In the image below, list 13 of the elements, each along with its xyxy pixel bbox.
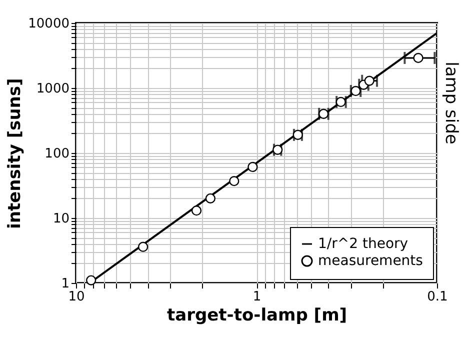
legend-label: measurements (318, 253, 423, 269)
x-tick-label: 1 (252, 290, 262, 304)
y-tick-label: 1 (61, 276, 70, 292)
legend-label: 1/r^2 theory (318, 236, 408, 252)
x-tick-label: 0.1 (427, 290, 448, 304)
y2-axis-title: lamp side (441, 62, 461, 144)
y-tick-label: 10000 (28, 16, 70, 32)
x-axis-title: target-to-lamp [m] (166, 306, 348, 326)
y-tick-label: 10 (52, 212, 70, 226)
x-tick-label: 10 (68, 290, 85, 304)
y-tick-label: 1000 (36, 82, 70, 96)
y-tick-label: 100 (44, 146, 70, 162)
y-axis-title: intensity [suns] (5, 78, 26, 229)
